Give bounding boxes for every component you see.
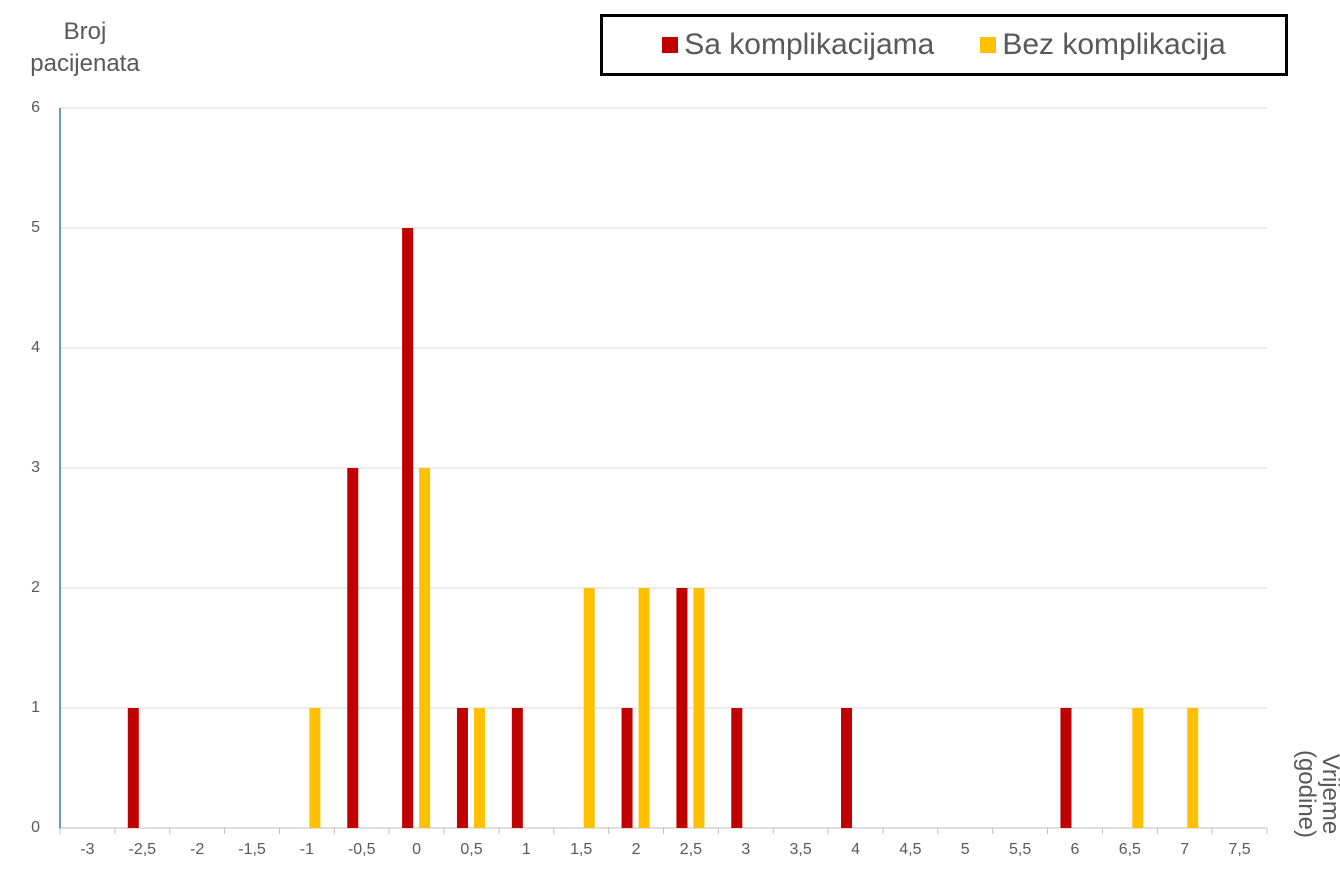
y-tick-label: 4 bbox=[31, 339, 40, 356]
bar bbox=[621, 708, 633, 828]
bar bbox=[731, 708, 743, 828]
bar bbox=[1060, 708, 1072, 828]
legend: Sa komplikacijama Bez komplikacija bbox=[600, 14, 1288, 76]
y-tick-label: 3 bbox=[31, 459, 40, 476]
x-tick-label: 0,5 bbox=[460, 841, 482, 858]
bar bbox=[1132, 708, 1144, 828]
x-tick-label: 6,5 bbox=[1119, 841, 1141, 858]
bar bbox=[473, 708, 485, 828]
bar bbox=[347, 468, 359, 828]
legend-swatch bbox=[662, 37, 679, 53]
y-tick-label: 6 bbox=[31, 99, 40, 116]
bar bbox=[583, 588, 595, 828]
x-tick-label: 2 bbox=[632, 841, 641, 858]
legend-entry: Bez komplikacija bbox=[980, 28, 1226, 62]
x-tick-label: 5,5 bbox=[1009, 841, 1031, 858]
bar bbox=[676, 588, 688, 828]
x-tick-label: -0,5 bbox=[348, 841, 376, 858]
y-axis-title: Broj pacijenata bbox=[30, 18, 140, 77]
y-tick-label: 5 bbox=[31, 219, 40, 236]
y-tick-label: 1 bbox=[31, 699, 40, 716]
x-tick-label: 3 bbox=[741, 841, 750, 858]
x-tick-label: 0 bbox=[412, 841, 421, 858]
legend-swatch bbox=[980, 37, 997, 53]
legend-label: Sa komplikacijama bbox=[684, 28, 935, 61]
bar bbox=[309, 708, 321, 828]
x-tick-label: 3,5 bbox=[790, 841, 812, 858]
bar bbox=[638, 588, 650, 828]
x-tick-label: 4,5 bbox=[899, 841, 921, 858]
x-tick-label: -2 bbox=[190, 841, 204, 858]
legend-entry: Sa komplikacijama bbox=[662, 28, 934, 62]
x-tick-label: 4 bbox=[851, 841, 860, 858]
x-tick-label: -1,5 bbox=[238, 841, 266, 858]
bar bbox=[402, 228, 414, 828]
x-tick-label: 7,5 bbox=[1228, 841, 1250, 858]
bar bbox=[841, 708, 853, 828]
x-tick-label: -3 bbox=[80, 841, 94, 858]
y-tick-label: 2 bbox=[31, 579, 40, 596]
x-tick-label: 1,5 bbox=[570, 841, 592, 858]
bar bbox=[127, 708, 139, 828]
legend-label: Bez komplikacija bbox=[1002, 28, 1226, 61]
x-tick-label: -1 bbox=[300, 841, 314, 858]
x-tick-label: 6 bbox=[1071, 841, 1080, 858]
bar bbox=[693, 588, 705, 828]
x-tick-label: -2,5 bbox=[129, 841, 157, 858]
bar bbox=[511, 708, 523, 828]
x-tick-label: 5 bbox=[961, 841, 970, 858]
y-tick-label: 0 bbox=[31, 819, 40, 836]
x-axis-title: Vrijeme (godine) bbox=[1293, 749, 1340, 839]
bar bbox=[419, 468, 431, 828]
x-tick-label: 2,5 bbox=[680, 841, 702, 858]
bar bbox=[1187, 708, 1199, 828]
x-tick-label: 7 bbox=[1180, 841, 1189, 858]
bar bbox=[456, 708, 468, 828]
x-tick-label: 1 bbox=[522, 841, 531, 858]
